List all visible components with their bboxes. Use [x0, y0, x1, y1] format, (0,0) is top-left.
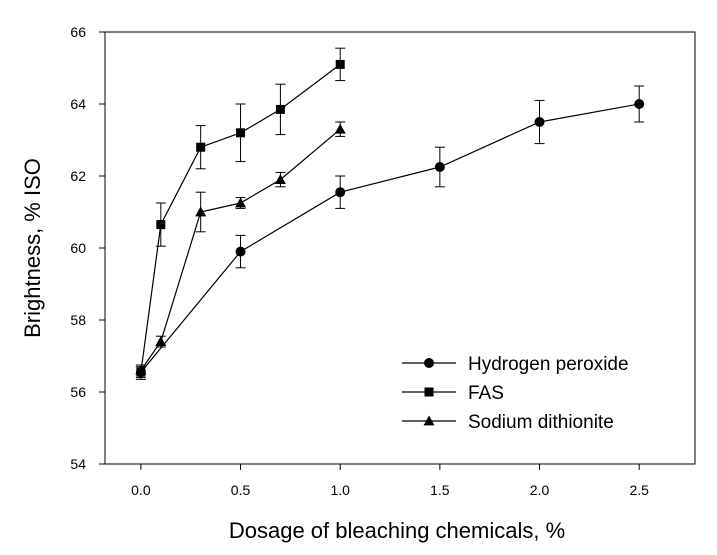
data-point — [155, 336, 167, 346]
data-point — [434, 162, 445, 172]
data-point — [236, 128, 246, 138]
data-point — [275, 104, 285, 114]
series — [135, 47, 645, 380]
x-tick-label: 1.5 — [430, 482, 450, 498]
data-point — [534, 117, 545, 127]
legend-label: Sodium dithionite — [468, 412, 614, 433]
y-tick-label: 60 — [70, 240, 86, 256]
legend-marker — [424, 358, 434, 368]
y-tick-label: 66 — [70, 24, 86, 40]
legend-marker — [423, 415, 435, 426]
series-line — [140, 128, 341, 371]
y-tick-label: 56 — [70, 384, 86, 400]
data-point — [196, 142, 206, 152]
series — [135, 121, 346, 375]
data-point — [274, 174, 286, 184]
data-point — [195, 206, 207, 217]
series — [135, 85, 645, 380]
legend-label: Hydrogen peroxide — [468, 354, 629, 375]
legend-entry: Sodium dithionite — [402, 412, 614, 433]
y-tick-label: 64 — [70, 96, 86, 112]
x-tick-label: 0.5 — [231, 482, 251, 498]
legend-entry: Hydrogen peroxide — [402, 354, 629, 375]
y-axis-title: Brightness, % ISO — [20, 158, 45, 338]
x-tick-label: 0.0 — [131, 482, 151, 498]
series-line — [140, 63, 341, 373]
x-tick-label: 2.0 — [530, 482, 550, 498]
series — [135, 47, 346, 379]
legend-marker — [424, 387, 434, 397]
y-tick-label: 58 — [70, 312, 86, 328]
ticks: 0.0 0.5 1.0 1.5 2.0 2.5 54 56 58 60 62 64 66 — [70, 24, 649, 498]
x-tick-label: 1.0 — [330, 482, 350, 498]
data-point — [156, 220, 166, 230]
x-tick-label: 2.5 — [629, 482, 649, 498]
y-tick-label: 54 — [70, 456, 86, 472]
data-point — [634, 99, 645, 109]
plot-frame — [104, 31, 696, 465]
legend-entry: FAS — [402, 383, 504, 404]
series-line — [140, 103, 640, 373]
data-point — [135, 364, 147, 375]
y-tick-label: 62 — [70, 168, 86, 184]
data-point — [335, 187, 346, 198]
data-point — [335, 59, 345, 69]
legend: Hydrogen peroxide FAS Sodium dithionite — [402, 354, 629, 433]
data-point — [235, 197, 247, 208]
x-axis-title: Dosage of bleaching chemicals, % — [229, 518, 565, 543]
data-point — [334, 123, 346, 134]
legend-label: FAS — [468, 383, 504, 404]
data-point — [235, 246, 246, 257]
